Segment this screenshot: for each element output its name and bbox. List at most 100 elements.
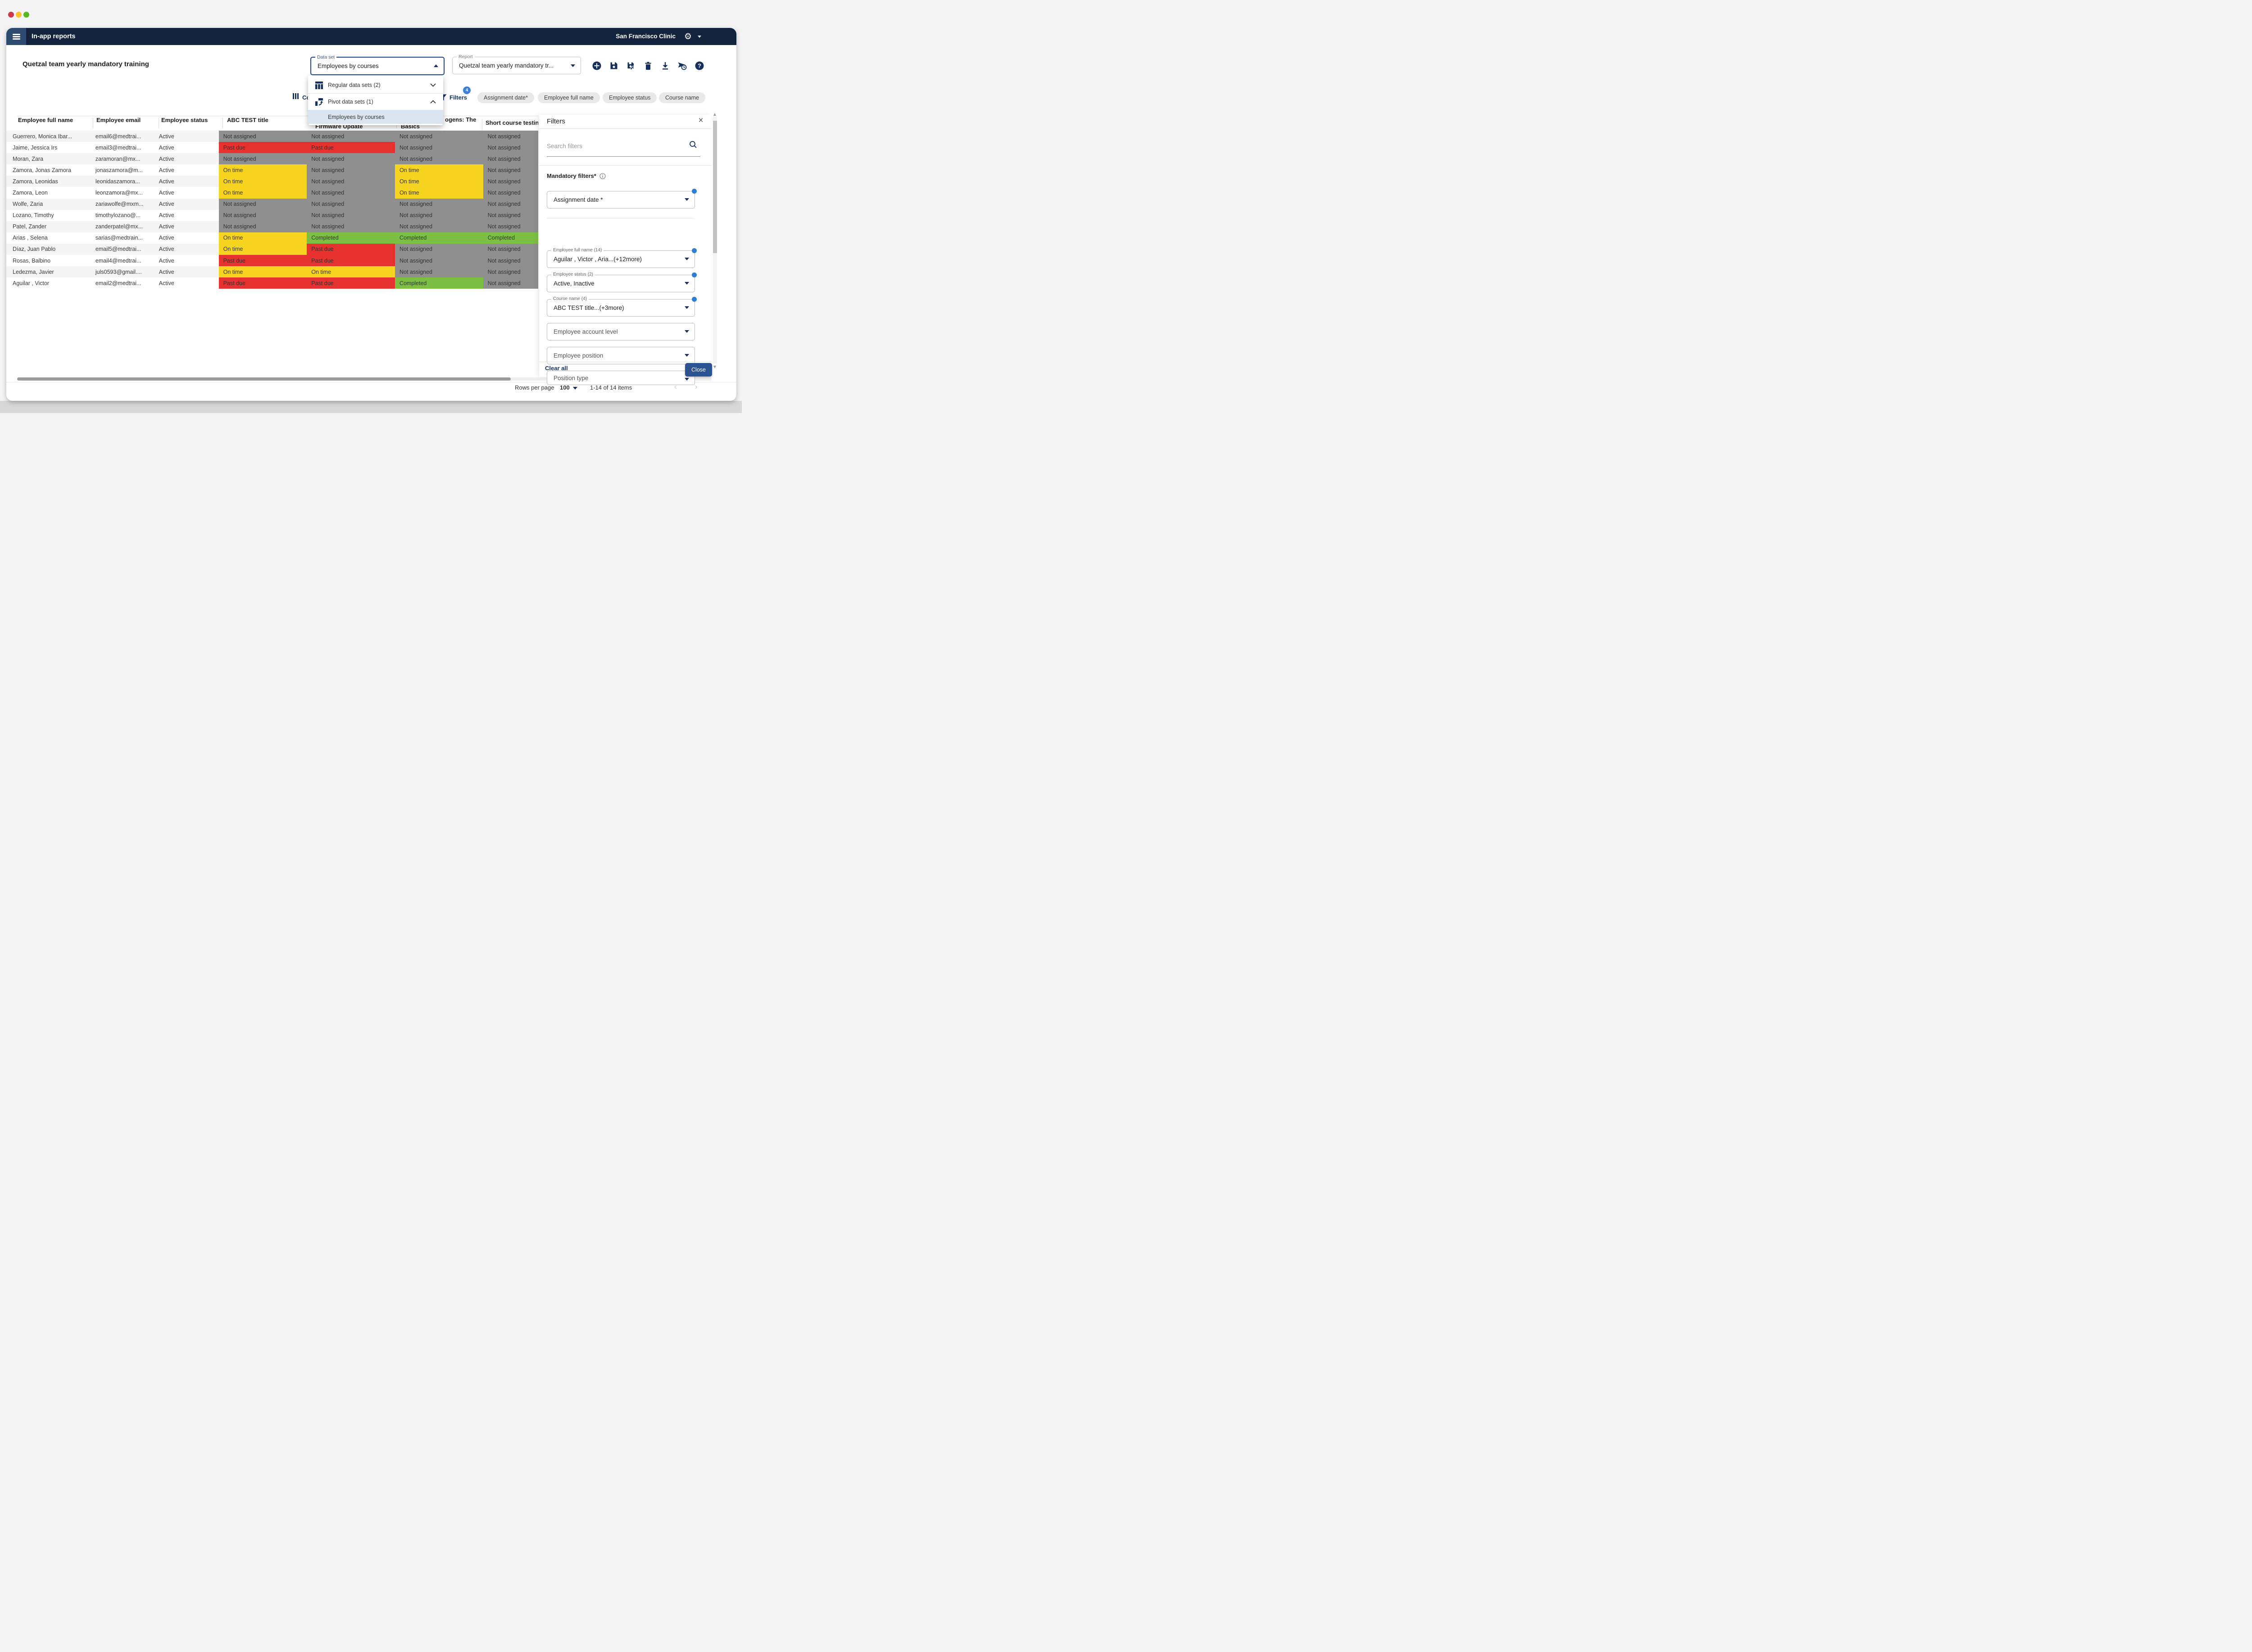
table-row[interactable]: Jaime, Jessica Irs email3@medtrai... Act… (6, 142, 538, 153)
download-icon (660, 61, 670, 71)
cell-employee-full-name: Wolfe, Zaria (6, 199, 92, 210)
account-menu-caret-icon[interactable] (698, 36, 701, 38)
gear-icon[interactable]: ⚙ (684, 32, 693, 41)
window-close-button[interactable] (8, 12, 14, 18)
filter-chip-employee-status[interactable]: Employee status (603, 92, 657, 103)
cell-employee-status: Active (156, 176, 219, 187)
filter-dropdown-employee-account-level[interactable]: Employee account level (547, 323, 695, 340)
filters-panel-title: Filters (547, 116, 565, 127)
download-report-button[interactable] (660, 61, 670, 71)
cell-employee-status: Active (156, 142, 219, 153)
column-header-short-course-testing[interactable]: Short course testing (486, 119, 538, 126)
table-row[interactable]: Arias , Selena sarias@medtrain... Active… (6, 232, 538, 244)
filter-dropdown-course-name[interactable]: Course name (4) ABC TEST title...(+3more… (547, 299, 695, 317)
table-row[interactable]: Guerrero, Monica Ibar... email6@medtrai.… (6, 131, 538, 142)
search-icon[interactable] (689, 141, 697, 149)
table-row[interactable]: Ledezma, Javier juls0593@gmail.... Activ… (6, 266, 538, 277)
cell-course-status: Completed (307, 232, 395, 244)
next-page-button[interactable]: › (695, 382, 698, 392)
active-filter-dot (692, 297, 697, 302)
cell-course-status: Not assigned (395, 153, 483, 164)
chevron-down-icon (685, 282, 689, 285)
cell-course-status: On time (395, 187, 483, 198)
filter-dropdown-employee-full-name[interactable]: Employee full name (14) Aguilar , Victor… (547, 250, 695, 268)
cell-employee-email: email4@medtrai... (92, 255, 156, 266)
window-zoom-button[interactable] (23, 12, 29, 18)
menu-group-regular-data-sets[interactable]: Regular data sets (2) (308, 77, 443, 93)
clear-all-button[interactable]: Clear all (545, 365, 568, 372)
cell-course-status: Past due (307, 244, 395, 255)
cell-course-status: Not assigned (395, 266, 483, 277)
panel-scrollbar-thumb[interactable] (713, 121, 717, 253)
close-icon[interactable]: × (696, 116, 706, 126)
report-select[interactable]: Report Quetzal team yearly mandatory tr.… (452, 57, 581, 74)
cell-course-status: Not assigned (395, 221, 483, 232)
table-row[interactable]: Moran, Zara zaramoran@mx... Active Not a… (6, 153, 538, 164)
save-icon (609, 61, 619, 71)
cell-employee-status: Active (156, 266, 219, 277)
hamburger-menu-button[interactable] (6, 28, 26, 45)
cell-employee-email: juls0593@gmail.... (92, 266, 156, 277)
cell-employee-status: Active (156, 277, 219, 289)
filter-dropdown-assignment-date[interactable]: Assignment date * (547, 191, 695, 209)
table-hscrollbar-thumb[interactable] (17, 377, 511, 381)
filter-dropdown-employee-status[interactable]: Employee status (2) Active, Inactive (547, 275, 695, 292)
cell-employee-status: Active (156, 244, 219, 255)
table-row[interactable]: Díaz, Juan Pablo email5@medtrai... Activ… (6, 244, 538, 255)
window-minimize-button[interactable] (16, 12, 22, 18)
table-row[interactable]: Wolfe, Zaria zariawolfe@mxm... Active No… (6, 199, 538, 210)
table-row[interactable]: Zamora, Jonas Zamora jonaszamora@m... Ac… (6, 164, 538, 176)
cell-course-status: Not assigned (483, 153, 538, 164)
menu-group-pivot-data-sets[interactable]: Pivot data sets (1) (308, 94, 443, 110)
filter-chip-assignment-date[interactable]: Assignment date* (477, 92, 534, 103)
column-header-employee-status[interactable]: Employee status (161, 117, 208, 123)
chevron-down-icon (685, 354, 689, 357)
scroll-up-icon[interactable]: ▲ (713, 113, 717, 116)
help-button[interactable]: ? (695, 61, 704, 71)
save-as-report-button[interactable] (626, 61, 636, 71)
menu-option-employees-by-courses[interactable]: Employees by courses (308, 110, 443, 124)
filters-toggle-button[interactable]: Filters (440, 92, 467, 102)
filter-dropdown-position-type[interactable]: Position type (547, 371, 695, 385)
cell-course-status: On time (307, 266, 395, 277)
save-report-button[interactable] (609, 61, 619, 71)
add-report-button[interactable] (592, 61, 602, 71)
dataset-dropdown-menu: Regular data sets (2) Pivot data sets (1… (308, 76, 443, 125)
cell-employee-full-name: Arias , Selena (6, 232, 92, 244)
table-row[interactable]: Zamora, Leonidas leonidaszamora... Activ… (6, 176, 538, 187)
close-filters-button[interactable]: Close (685, 363, 712, 377)
rows-per-page-select[interactable]: 100 (560, 384, 570, 391)
rows-per-page-caret-icon[interactable] (573, 387, 577, 390)
column-header-abc-test-title[interactable]: ABC TEST title (227, 117, 268, 123)
cell-course-status: On time (219, 187, 307, 198)
table-row[interactable]: Lozano, Timothy timothylozano@... Active… (6, 210, 538, 221)
table-row[interactable]: Aguilar , Victor email2@medtrai... Activ… (6, 277, 538, 289)
cell-course-status: Past due (307, 277, 395, 289)
cell-employee-email: zariawolfe@mxm... (92, 199, 156, 210)
filter-chip-employee-full-name[interactable]: Employee full name (538, 92, 600, 103)
cell-course-status: Not assigned (395, 244, 483, 255)
cell-employee-email: email2@medtrai... (92, 277, 156, 289)
schedule-report-button[interactable] (677, 61, 687, 71)
column-header-employee-email[interactable]: Employee email (96, 117, 141, 123)
cell-employee-full-name: Díaz, Juan Pablo (6, 244, 92, 255)
table-row[interactable]: Zamora, Leon leonzamora@mx... Active On … (6, 187, 538, 198)
cell-course-status: Not assigned (483, 210, 538, 221)
cell-employee-full-name: Guerrero, Monica Ibar... (6, 131, 92, 142)
cell-employee-full-name: Zamora, Jonas Zamora (6, 164, 92, 176)
column-header-basics-line1[interactable]: ogens: The (445, 116, 476, 123)
filter-chip-course-name[interactable]: Course name (659, 92, 705, 103)
delete-report-button[interactable] (643, 61, 653, 71)
report-select-value: Quetzal team yearly mandatory tr... (459, 57, 567, 74)
dataset-select[interactable]: Data set Employees by courses (310, 57, 445, 75)
scroll-down-icon[interactable]: ▼ (713, 365, 717, 369)
active-filter-dot (692, 248, 697, 253)
column-header-employee-full-name[interactable]: Employee full name (18, 117, 73, 123)
mandatory-filters-label: Mandatory filters* (547, 172, 606, 179)
cell-course-status: Not assigned (483, 255, 538, 266)
table-row[interactable]: Rosas, Balbino email4@medtrai... Active … (6, 255, 538, 266)
cell-employee-email: email5@medtrai... (92, 244, 156, 255)
cell-employee-email: email3@medtrai... (92, 142, 156, 153)
table-row[interactable]: Patel, Zander zanderpatel@mx... Active N… (6, 221, 538, 232)
search-filters-input[interactable]: Search filters (547, 143, 582, 150)
